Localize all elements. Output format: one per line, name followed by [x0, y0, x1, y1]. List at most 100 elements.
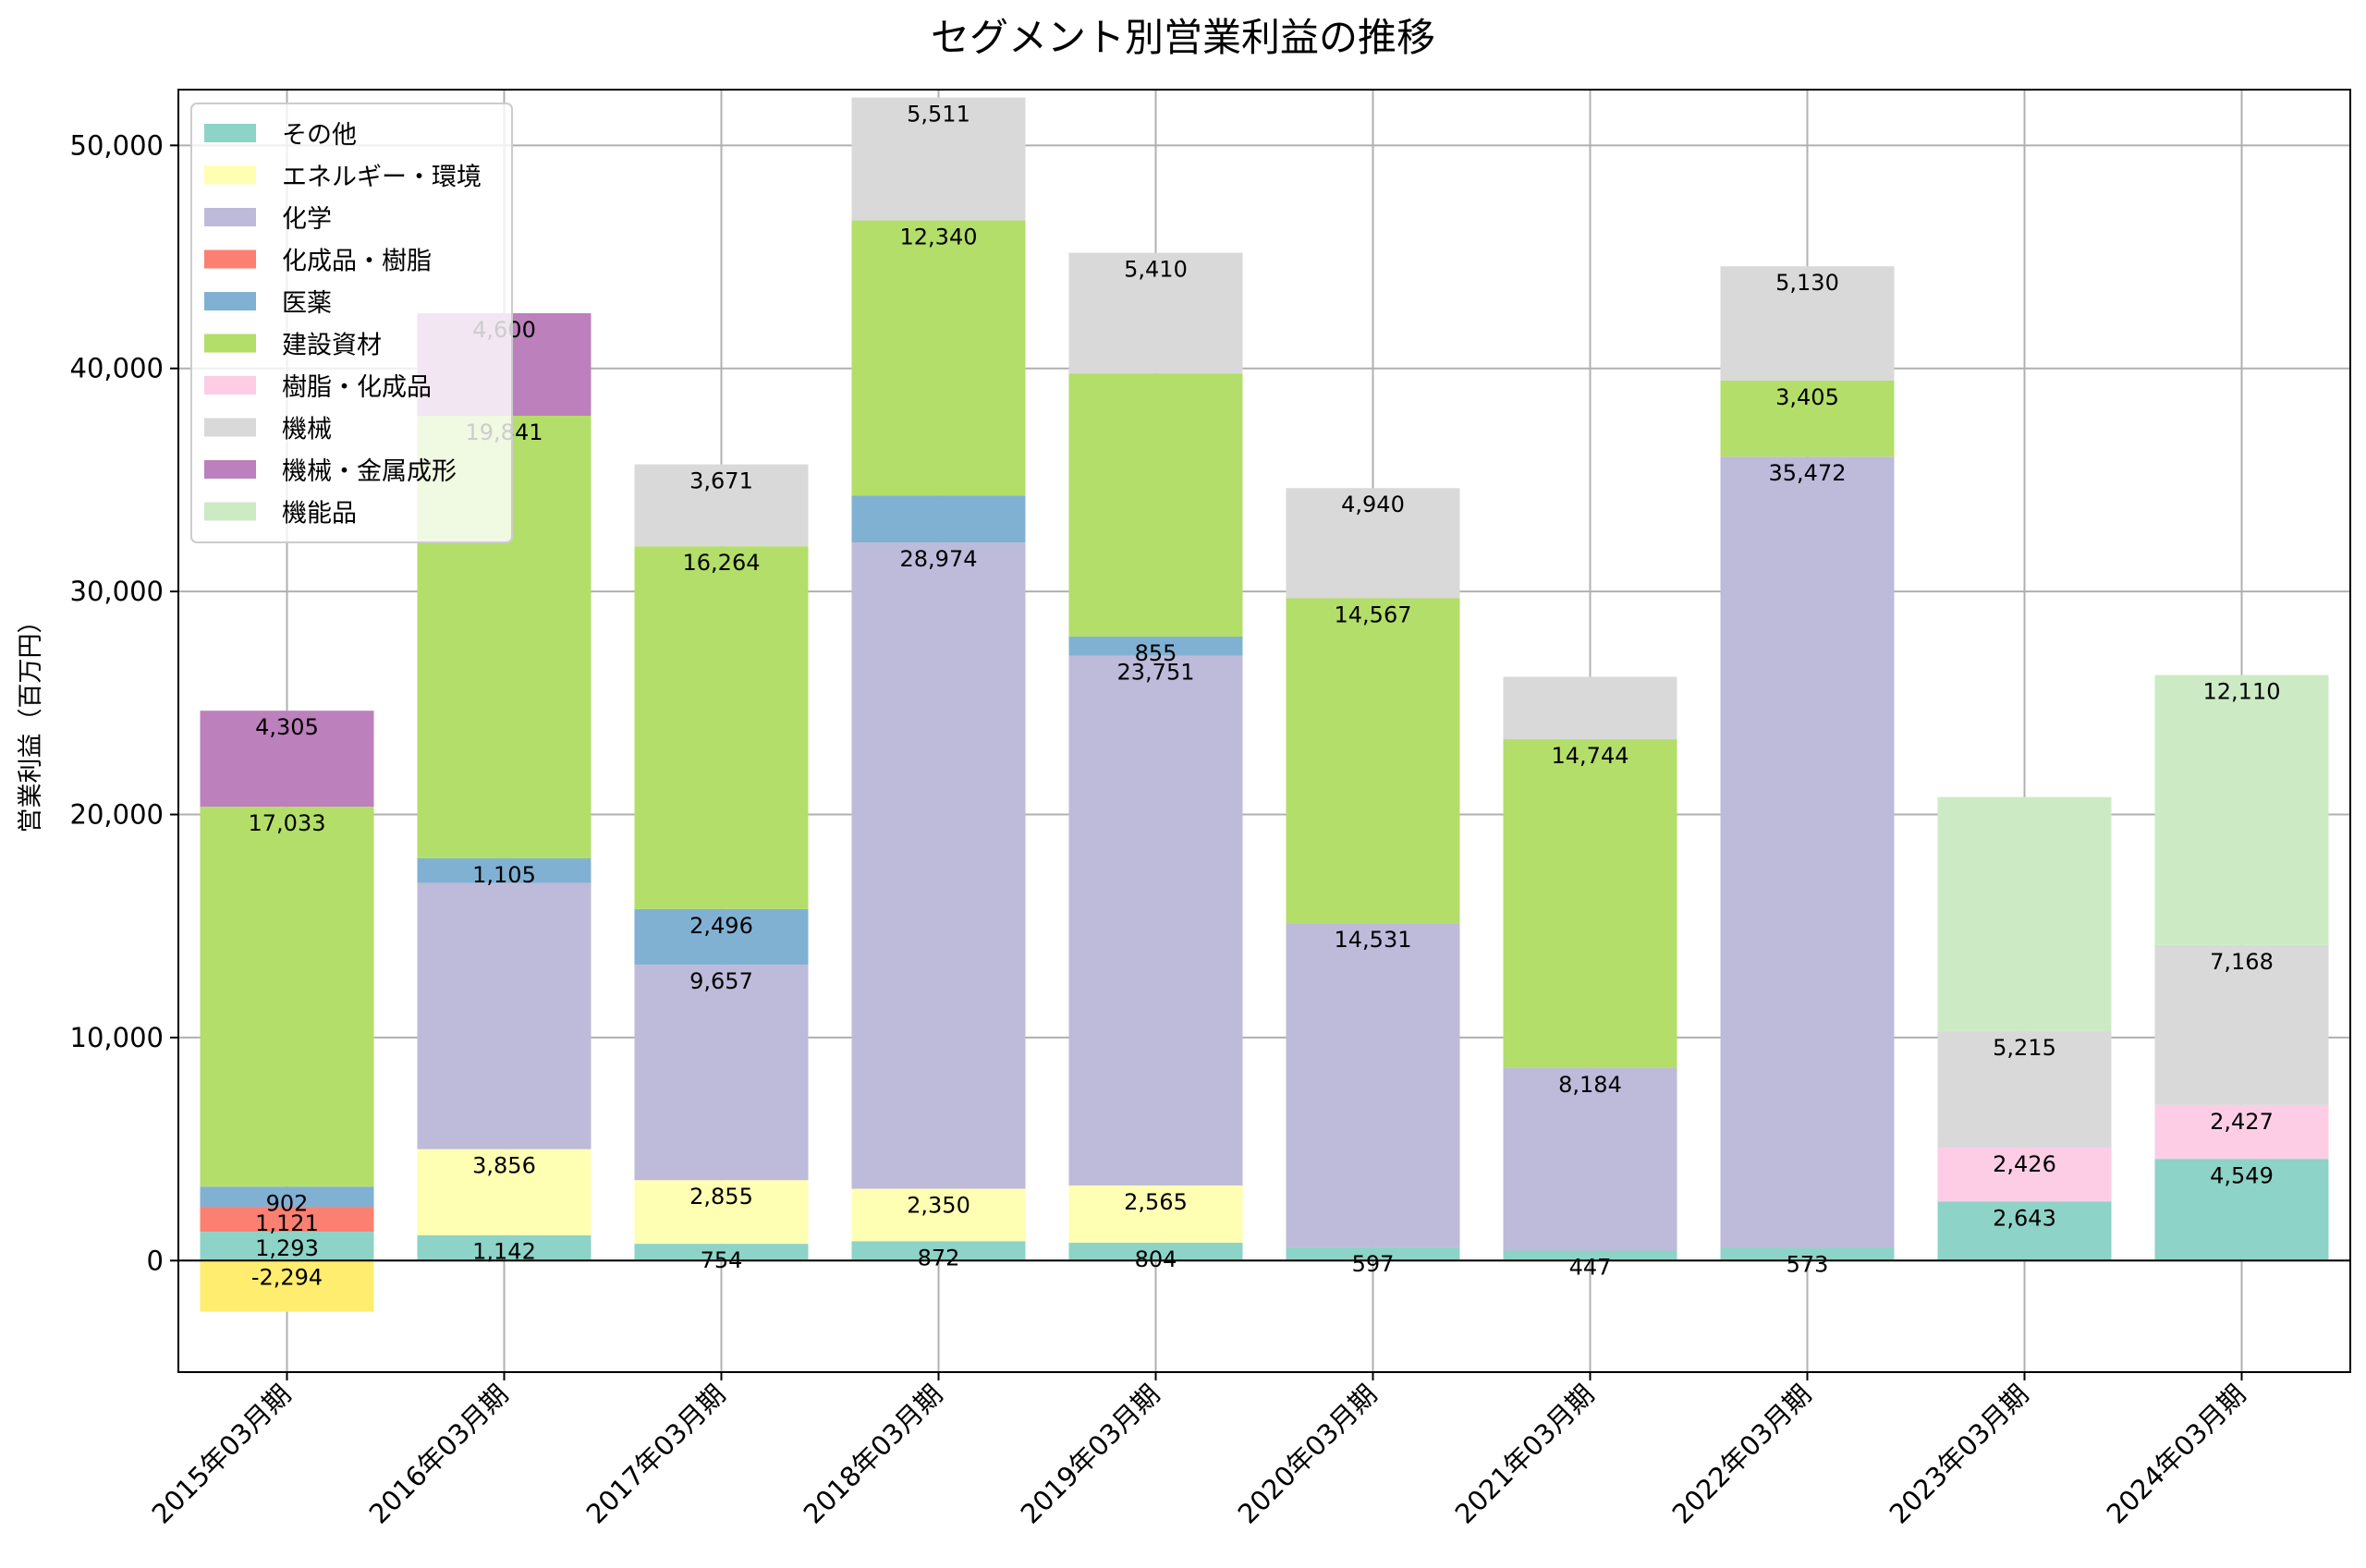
x-tick-label: 2019年03月期 [1015, 1379, 1166, 1530]
x-tick-label: 2017年03月期 [580, 1379, 732, 1530]
legend-label: その他 [282, 121, 357, 150]
bar-segment [1720, 1247, 1895, 1261]
data-label: 4,549 [2210, 1162, 2274, 1188]
data-label: 35,472 [1769, 460, 1847, 486]
y-tick-label: 0 [147, 1245, 164, 1276]
bar-segment [200, 807, 374, 1187]
bar-segment [634, 1180, 809, 1245]
data-label: 7,168 [2210, 949, 2274, 975]
data-label: 2,565 [1124, 1189, 1188, 1215]
bar-segment [851, 97, 1026, 221]
legend-swatch [204, 208, 256, 226]
chart-title: セグメント別営業利益の推移 [931, 15, 1435, 60]
bar-segment [2154, 1159, 2329, 1261]
y-tick-label: 10,000 [70, 1022, 164, 1053]
bar-segment [417, 1234, 592, 1261]
data-label: 2,427 [2210, 1109, 2274, 1135]
data-label: 5,511 [907, 102, 970, 128]
data-label: 14,744 [1552, 743, 1629, 769]
bar-segment [1286, 488, 1460, 599]
data-label: 9,657 [689, 968, 753, 994]
data-label: 28,974 [900, 546, 978, 572]
bar-segment [1503, 1250, 1677, 1261]
plot-frame [177, 89, 2351, 1373]
legend-label: 機械 [282, 416, 332, 444]
data-label: 12,110 [2203, 679, 2281, 705]
data-label: 23,751 [1117, 660, 1195, 686]
data-label: 902 [266, 1190, 309, 1216]
bar-segment [1937, 1201, 2112, 1261]
x-tick-label: 2020年03月期 [1232, 1379, 1384, 1530]
bar-segment [417, 1149, 592, 1235]
bar-segment [200, 711, 374, 808]
bar-segment [2154, 675, 2329, 945]
bar-segment [1068, 373, 1243, 638]
bar-segment [2154, 944, 2329, 1105]
legend-swatch [204, 418, 256, 437]
bar-segment [851, 1241, 1026, 1261]
bar-segment [1937, 796, 2112, 1032]
data-label: 804 [1135, 1246, 1177, 1272]
legend-swatch [204, 460, 256, 479]
legend-label: 建設資材 [282, 332, 382, 360]
legend-label: エネルギー・環境 [282, 164, 482, 192]
bar-segment [634, 908, 809, 966]
legend-swatch [204, 502, 256, 521]
bar-segment [1068, 1185, 1243, 1243]
bar-segment [200, 1232, 374, 1261]
data-label: 447 [1569, 1255, 1612, 1281]
data-label: 2,496 [689, 913, 753, 939]
bar-segment [1937, 1031, 2112, 1148]
legend-swatch [204, 165, 256, 185]
bar-segment [851, 542, 1026, 1189]
data-label: 14,531 [1335, 927, 1412, 953]
data-label: 1,293 [255, 1235, 319, 1261]
bar-segment [1286, 598, 1460, 924]
legend-label: 機能品 [282, 500, 357, 529]
data-label: 12,340 [900, 225, 978, 250]
legend-swatch [204, 376, 256, 395]
bar-segment [1068, 637, 1243, 656]
data-label: 5,215 [1993, 1035, 2056, 1061]
data-label: 3,405 [1775, 384, 1839, 410]
bar-segment [200, 1186, 374, 1208]
y-tick-label: 20,000 [70, 799, 164, 831]
data-label: 3,671 [689, 468, 753, 494]
data-label: 2,643 [1993, 1206, 2056, 1232]
data-label: 1,105 [472, 862, 536, 888]
legend-label: 化学 [282, 205, 332, 234]
bar-segment [1720, 266, 1895, 382]
legend: その他エネルギー・環境化学化成品・樹脂医薬建設資材樹脂・化成品機械機械・金属成形… [190, 103, 513, 543]
bar-segment [851, 220, 1026, 496]
bars [200, 97, 2329, 1312]
bar-segment [1720, 381, 1895, 457]
data-label: 573 [1787, 1251, 1829, 1277]
x-tick-label: 2024年03月期 [2101, 1379, 2252, 1530]
legend-swatch [204, 334, 256, 353]
bar-segment [1068, 655, 1243, 1185]
bar-segment [1503, 739, 1677, 1068]
bar-segment [200, 1207, 374, 1233]
data-label: 3,856 [472, 1153, 536, 1179]
bar-segment [1503, 676, 1677, 740]
legend-label: 化成品・樹脂 [282, 248, 432, 276]
bar-segment [634, 464, 809, 547]
legend-label: 機械・金属成形 [282, 457, 457, 486]
bar-segment [1286, 1246, 1460, 1261]
bar-segment [2154, 1104, 2329, 1160]
x-tick-label: 2021年03月期 [1449, 1379, 1601, 1530]
legend-label: 樹脂・化成品 [282, 373, 432, 402]
x-tick-label: 2015年03月期 [146, 1379, 298, 1530]
data-label: 16,264 [683, 550, 761, 576]
data-label: 855 [1135, 640, 1177, 666]
x-tick-label: 2022年03月期 [1666, 1379, 1818, 1530]
bar-segment [1720, 456, 1895, 1248]
bar-segment [851, 495, 1026, 543]
x-tick-label: 2023年03月期 [1884, 1379, 2035, 1530]
data-label: 872 [918, 1245, 960, 1270]
data-label: 8,184 [1558, 1072, 1622, 1098]
bar-segment [1503, 1067, 1677, 1251]
bar-segment [417, 882, 592, 1149]
y-tick-label: 30,000 [70, 576, 164, 607]
